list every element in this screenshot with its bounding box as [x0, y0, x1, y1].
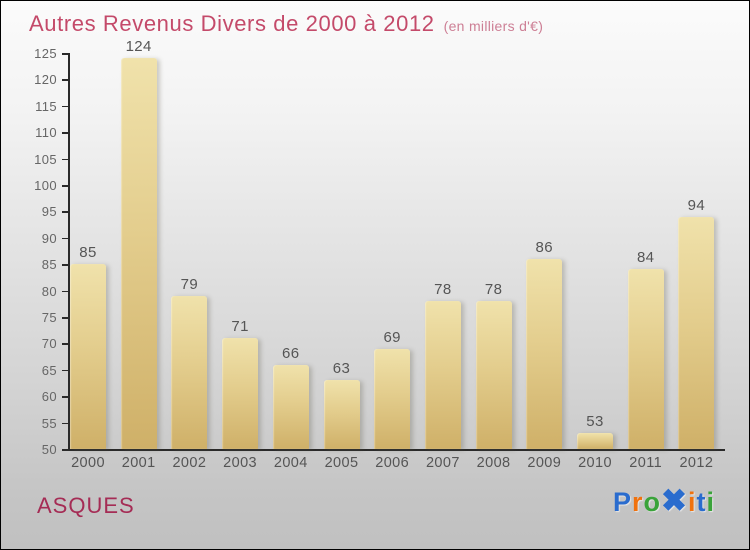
y-tick-label: 95 — [41, 204, 57, 220]
x-label-2010: 2010 — [578, 455, 612, 471]
x-label-2003: 2003 — [223, 455, 258, 471]
bar-2005 — [323, 380, 360, 449]
y-tick-label: 90 — [41, 230, 57, 246]
y-tick-label: 85 — [41, 257, 57, 273]
y-tick-label: 125 — [34, 46, 57, 61]
x-label-2006: 2006 — [375, 455, 410, 471]
brand-letter: r — [631, 487, 644, 517]
y-tick-mark — [62, 79, 68, 81]
bar-value-2008: 78 — [484, 281, 503, 299]
bar-value-2004: 66 — [282, 344, 300, 362]
brand-letter: t — [696, 487, 707, 517]
x-label-2005: 2005 — [324, 455, 359, 471]
bar-2012 — [678, 216, 715, 449]
y-tick-label: 55 — [41, 415, 57, 431]
bar-2008 — [475, 301, 512, 449]
y-tick-mark — [62, 105, 68, 108]
y-tick-mark — [62, 185, 68, 187]
bar-value-2011: 84 — [636, 249, 655, 267]
bar-value-2005: 63 — [332, 360, 351, 378]
bar-value-2010: 53 — [586, 413, 604, 431]
brand-letter: i — [706, 487, 715, 517]
bar-value-2003: 71 — [231, 318, 249, 336]
y-tick-label: 80 — [41, 283, 57, 299]
x-label-2004: 2004 — [273, 455, 308, 471]
brand-letter: ✖ — [660, 483, 688, 518]
brand-letter: i — [687, 487, 697, 517]
y-tick-mark — [62, 237, 68, 240]
y-tick-label: 70 — [41, 336, 57, 352]
y-tick-mark — [62, 53, 68, 55]
x-label-2012: 2012 — [679, 455, 714, 471]
bar-2007 — [424, 301, 461, 449]
bar-2011 — [627, 269, 664, 449]
x-label-2007: 2007 — [425, 455, 460, 471]
y-tick-label: 120 — [34, 72, 57, 88]
x-label-2001: 2001 — [121, 455, 156, 471]
y-tick-mark — [62, 369, 68, 372]
y-tick-label: 50 — [41, 442, 57, 457]
bar-value-2001: 124 — [125, 38, 152, 56]
x-label-2002: 2002 — [172, 455, 207, 471]
y-tick-label: 65 — [41, 362, 57, 378]
y-tick-label: 110 — [35, 125, 57, 141]
bar-2006 — [374, 348, 411, 449]
bar-value-2012: 94 — [687, 196, 706, 214]
bar-2000 — [70, 264, 106, 449]
y-tick-label: 115 — [35, 98, 57, 114]
y-tick-mark — [62, 211, 68, 213]
y-tick-label: 60 — [41, 389, 57, 405]
bar-2001 — [120, 58, 157, 449]
x-label-2000: 2000 — [71, 455, 105, 471]
bar-value-2007: 78 — [434, 281, 452, 299]
bar-2010 — [577, 433, 613, 449]
y-tick-label: 100 — [34, 178, 57, 193]
y-tick-mark — [62, 132, 68, 134]
bar-value-2009: 86 — [535, 238, 554, 256]
bar-2004 — [272, 364, 309, 449]
bar-value-2000: 85 — [79, 244, 97, 262]
y-tick-mark — [62, 158, 68, 161]
y-tick-mark — [62, 449, 68, 451]
chart-header: Autres Revenus Divers de 2000 à 2012 (en… — [29, 11, 543, 37]
y-tick-mark — [62, 422, 68, 425]
y-tick-label: 75 — [41, 310, 57, 325]
x-label-2009: 2009 — [527, 455, 562, 471]
brand-letter: P — [612, 487, 632, 517]
x-label-2008: 2008 — [476, 455, 511, 471]
y-tick-mark — [62, 290, 68, 293]
bar-2009 — [526, 258, 563, 449]
y-tick-mark — [62, 396, 68, 398]
x-axis-line — [62, 449, 725, 451]
bar-2002 — [171, 295, 208, 449]
y-tick-mark — [62, 343, 68, 345]
y-tick-mark — [62, 317, 68, 319]
location-label: ASQUES — [37, 493, 135, 518]
chart-title: Autres Revenus Divers de 2000 à 2012 — [29, 11, 435, 36]
bar-value-2002: 79 — [180, 275, 199, 293]
bar-value-2006: 69 — [383, 328, 401, 346]
chart-subtitle: (en milliers d'€) — [443, 18, 544, 34]
y-axis-line — [68, 53, 70, 451]
x-label-2011: 2011 — [629, 455, 663, 471]
bar-2003 — [222, 338, 259, 449]
brand-letter: o — [643, 487, 661, 517]
y-tick-label: 105 — [34, 151, 57, 167]
y-tick-mark — [62, 264, 68, 266]
